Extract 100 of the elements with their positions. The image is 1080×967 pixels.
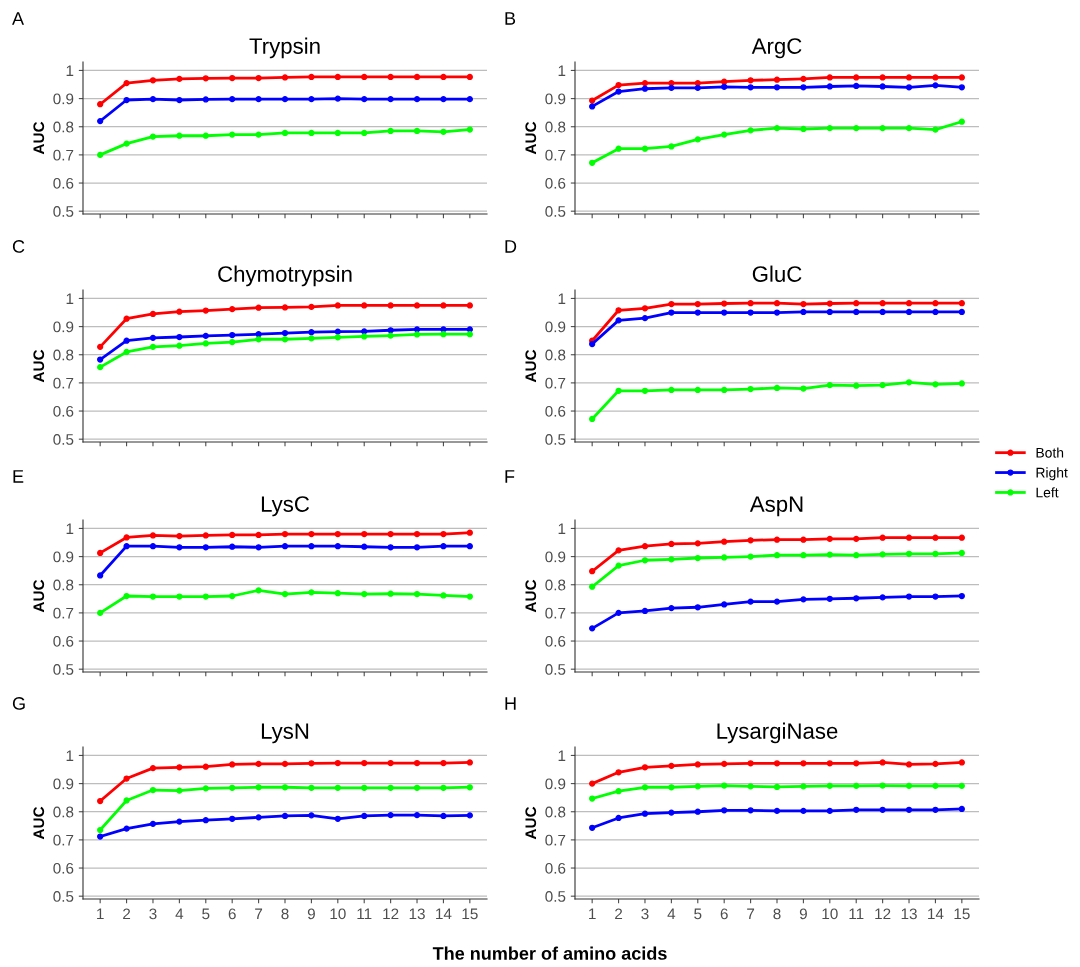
point [97, 356, 104, 363]
point [694, 84, 701, 92]
point [905, 550, 913, 557]
point [641, 387, 649, 394]
point [747, 77, 754, 84]
point [97, 151, 104, 159]
point [800, 807, 807, 815]
point [361, 328, 368, 335]
point [800, 783, 807, 790]
y-tick-label: 0.6 [53, 635, 74, 647]
y-axis-title: AUC [525, 349, 537, 383]
point [615, 81, 622, 89]
text: F [505, 470, 515, 483]
point [281, 329, 289, 337]
point [387, 127, 394, 135]
point [361, 530, 368, 538]
y-tick-label: 0.9 [545, 778, 566, 790]
y-tick-label: 0.7 [53, 377, 74, 389]
point [361, 759, 368, 767]
point [281, 812, 289, 820]
point [773, 384, 781, 392]
x-tick-label: 5 [694, 908, 702, 920]
point [255, 74, 262, 82]
point [255, 131, 262, 138]
point [721, 538, 728, 545]
x-tick-label: 10 [330, 908, 346, 920]
chart-title: AspN [749, 496, 803, 517]
point [773, 309, 781, 316]
point [334, 73, 341, 81]
point [905, 761, 913, 768]
point [466, 331, 473, 338]
point [826, 782, 833, 789]
point [229, 761, 236, 768]
point [308, 73, 315, 81]
y-axis-title: AUC [33, 806, 45, 840]
point [668, 809, 675, 816]
point [589, 583, 596, 590]
point [879, 74, 886, 81]
y-tick-label: 0.7 [545, 834, 566, 846]
point [589, 415, 596, 423]
point [123, 140, 130, 147]
point [97, 549, 104, 557]
point [853, 806, 860, 813]
point [932, 82, 939, 89]
point [413, 530, 421, 538]
y-tick-label: 0.7 [545, 377, 566, 389]
chart-title: ArgC [751, 38, 802, 59]
point [694, 554, 701, 562]
point [958, 759, 965, 766]
point [800, 596, 807, 603]
point [281, 304, 289, 311]
y-tick-label: 1 [66, 293, 74, 304]
point [281, 760, 289, 768]
point [413, 127, 421, 135]
point [97, 826, 104, 834]
point [905, 379, 913, 386]
point [958, 118, 965, 125]
point [615, 562, 622, 569]
point [149, 820, 157, 827]
y-axis-title: AUC [525, 806, 537, 840]
y-tick-label: 0.5 [545, 891, 566, 902]
point [905, 74, 913, 81]
y-tick-label: 0.9 [53, 93, 74, 105]
point [361, 543, 368, 550]
text: B [505, 12, 516, 25]
point [281, 590, 289, 598]
point [308, 303, 315, 311]
point [721, 300, 728, 307]
point [773, 536, 781, 543]
point [440, 96, 447, 103]
point [615, 387, 622, 394]
point [176, 75, 183, 83]
point [905, 84, 913, 91]
point [413, 544, 421, 551]
point [932, 381, 939, 388]
point [387, 759, 394, 767]
legend-label: Left [1036, 487, 1059, 498]
point [641, 85, 649, 92]
point [641, 305, 649, 312]
point [589, 824, 596, 831]
point [668, 556, 675, 563]
point [641, 810, 649, 817]
point [176, 593, 183, 600]
point [641, 764, 649, 771]
x-tick-label: 7 [747, 908, 755, 920]
point [800, 536, 807, 543]
point [853, 125, 860, 132]
point [387, 811, 394, 819]
point [334, 784, 341, 791]
point [721, 83, 728, 90]
point [853, 535, 860, 542]
point [97, 572, 104, 579]
point [176, 818, 183, 825]
x-tick-label: 2 [123, 908, 131, 920]
x-tick-label: 15 [954, 908, 970, 920]
x-tick-label: 4 [175, 908, 184, 920]
point [281, 530, 289, 538]
point [668, 84, 675, 92]
point [361, 812, 368, 820]
y-tick-label: 0.6 [545, 405, 566, 417]
